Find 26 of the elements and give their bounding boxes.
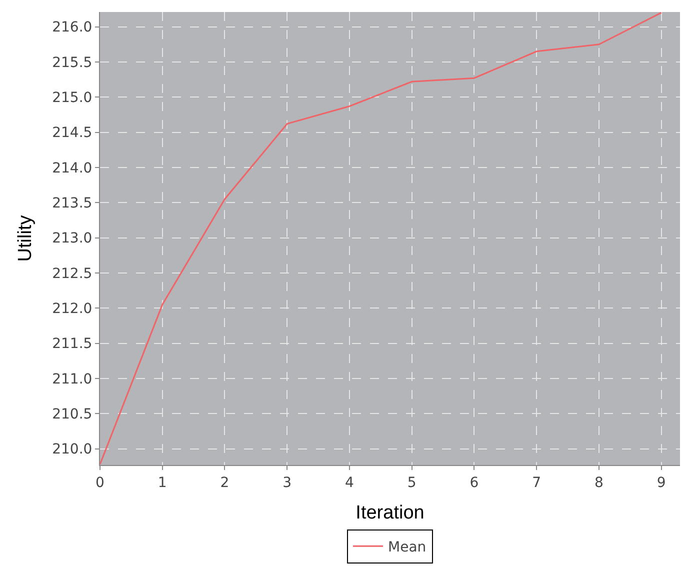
x-tick-label: 6 [470,474,479,491]
y-tick-label: 215.5 [52,54,92,71]
y-tick-label: 211.5 [52,336,92,352]
y-tick-label: 211.0 [52,371,92,388]
x-axis-title: Iteration [356,502,424,524]
x-tick-label: 4 [345,474,354,491]
x-tick-label: 8 [594,474,604,491]
x-tick-label: 1 [158,474,167,491]
y-tick-label: 212.5 [52,266,92,282]
y-tick-label: 215.0 [52,90,92,106]
y-tick-label: 210.5 [52,406,92,423]
y-tick-label: 210.0 [52,442,92,458]
legend-label: Mean [388,540,426,556]
y-tick-label: 213.5 [52,196,92,212]
x-tick-label: 9 [656,474,666,491]
x-tick-label: 5 [407,474,416,491]
x-tick-label: 0 [96,474,104,491]
x-tick-label: 7 [532,474,542,491]
y-tick-label: 214.0 [52,160,92,176]
y-tick-label: 214.5 [52,125,92,142]
x-tick-label: 2 [220,474,230,491]
y-tick-label: 216.0 [52,20,92,36]
y-axis-title: Utility [14,214,36,262]
x-tick-label: 3 [282,474,292,491]
y-tick-label: 212.0 [52,301,92,318]
y-tick-label: 213.0 [52,230,92,247]
